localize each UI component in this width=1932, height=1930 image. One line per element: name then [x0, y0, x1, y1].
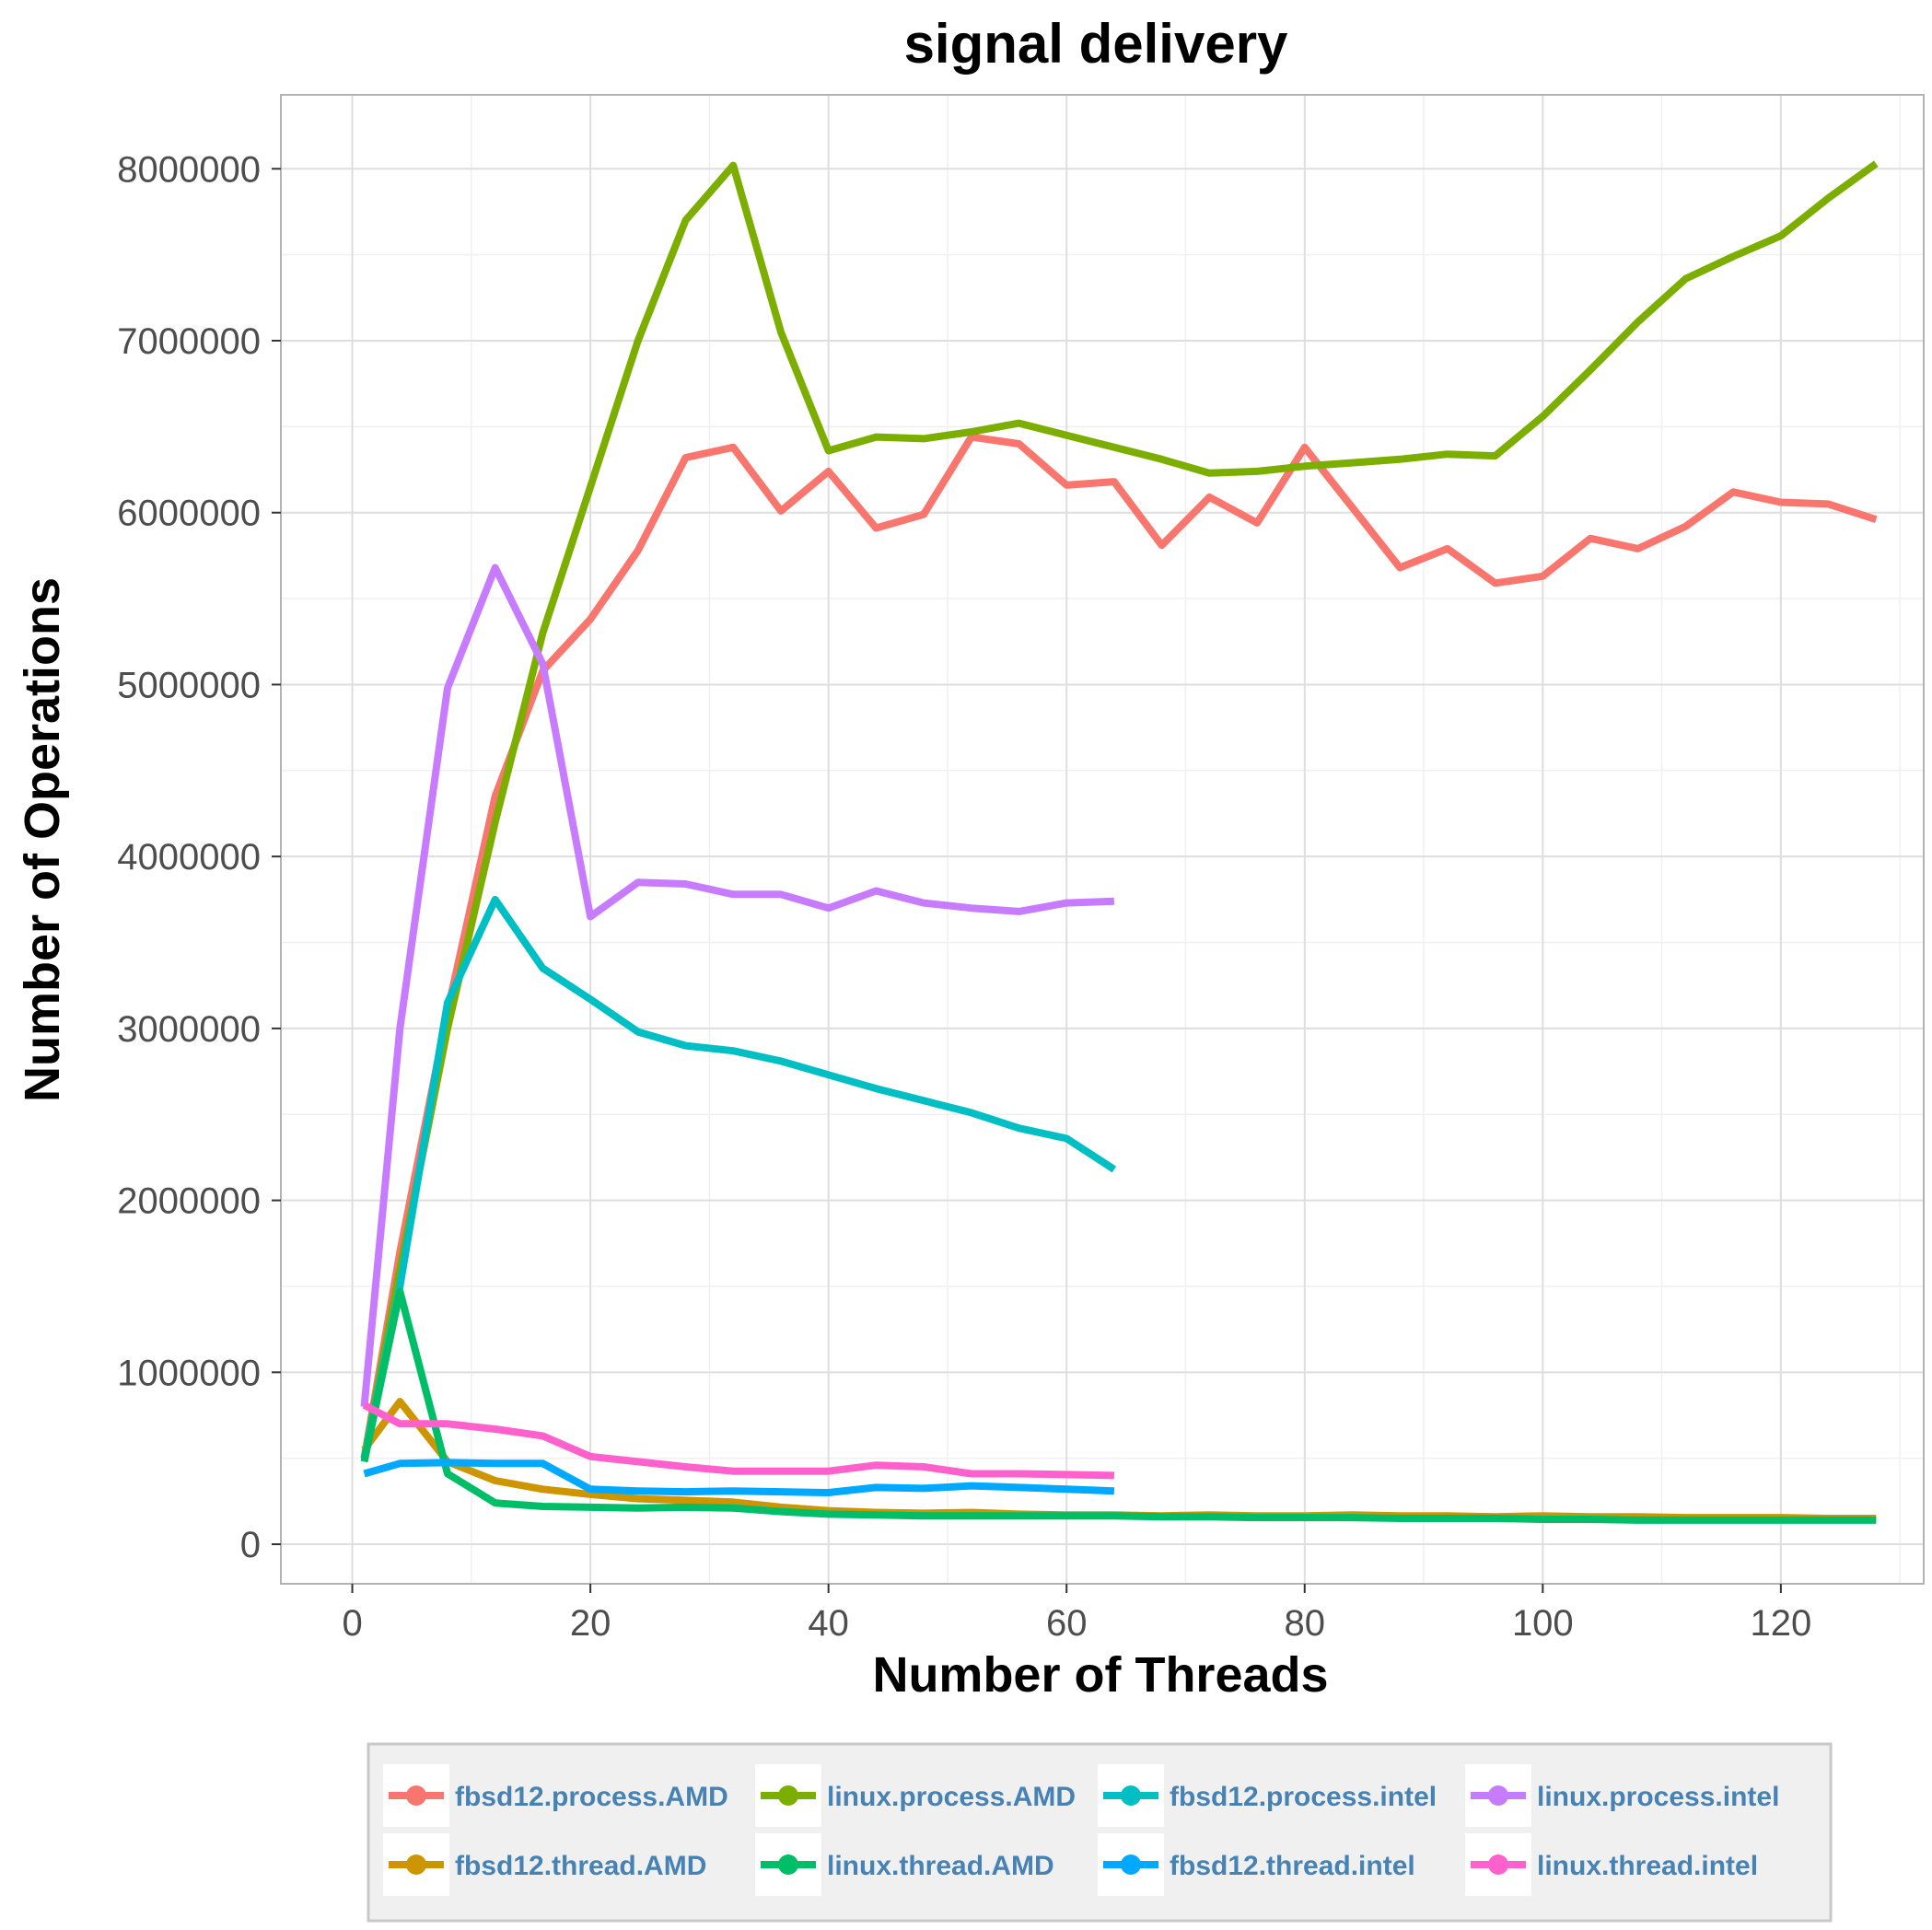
legend-key-point	[406, 1785, 426, 1806]
series-line-linux-process-intel	[360, 564, 1115, 1408]
legend-key-point	[778, 1785, 798, 1806]
x-tick-label: 0	[342, 1603, 362, 1644]
legend-item-fbsd12-thread-AMD: fbsd12.thread.AMD	[383, 1833, 706, 1896]
legend-label: linux.thread.AMD	[827, 1851, 1054, 1881]
x-tick-label: 20	[570, 1603, 611, 1644]
y-tick-label: 1000000	[117, 1353, 261, 1393]
series-line-fbsd12-process-intel	[360, 895, 1117, 1459]
y-tick-label: 2000000	[117, 1181, 261, 1222]
legend-key-point	[778, 1854, 798, 1875]
legend-items: fbsd12.process.AMD linux.process.AMD fbsd1…	[383, 1764, 1779, 1896]
x-axis-title: Number of Threads	[872, 1647, 1328, 1703]
legend-key-point	[1488, 1854, 1508, 1875]
x-axis: 0 20 40 60 80 100 120	[342, 1584, 1811, 1644]
y-tick-label: 5000000	[117, 665, 261, 705]
grid-minor	[281, 95, 1924, 1584]
y-tick-label: 4000000	[117, 837, 261, 878]
series-lines	[360, 160, 1879, 1524]
legend-key-point	[1121, 1854, 1141, 1875]
x-tick-label: 80	[1285, 1603, 1326, 1644]
x-tick-label: 40	[808, 1603, 849, 1644]
legend-item-linux-thread-intel: linux.thread.intel	[1465, 1833, 1758, 1896]
legend-label: fbsd12.thread.intel	[1170, 1851, 1415, 1881]
y-tick-label: 3000000	[117, 1009, 261, 1050]
legend-item-fbsd12-thread-intel: fbsd12.thread.intel	[1098, 1833, 1415, 1896]
y-axis: 0 1000000 2000000 3000000 4000000 5000000 6000…	[117, 149, 281, 1565]
legend-key-point	[1488, 1785, 1508, 1806]
series-line-linux-process-AMD	[360, 160, 1879, 1459]
x-tick-label: 100	[1512, 1603, 1574, 1644]
y-tick-label: 8000000	[117, 149, 261, 190]
grid-major	[281, 95, 1924, 1584]
legend-item-linux-process-AMD: linux.process.AMD	[755, 1764, 1076, 1827]
x-tick-label: 60	[1046, 1603, 1088, 1644]
x-tick-label: 120	[1750, 1603, 1811, 1644]
y-tick-label: 6000000	[117, 494, 261, 534]
y-tick-label: 0	[240, 1525, 261, 1565]
legend-label: fbsd12.process.AMD	[455, 1782, 728, 1812]
legend-label: fbsd12.thread.AMD	[455, 1851, 706, 1881]
y-axis-title: Number of Operations	[15, 577, 70, 1102]
legend-item-fbsd12-process-AMD: fbsd12.process.AMD	[383, 1764, 728, 1827]
legend-item-linux-thread-AMD: linux.thread.AMD	[755, 1833, 1054, 1896]
y-tick-label: 7000000	[117, 321, 261, 362]
legend-label: linux.process.AMD	[827, 1782, 1076, 1812]
series-line-linux-thread-AMD	[360, 1287, 1877, 1524]
plot-panel	[280, 94, 1925, 1585]
legend-key-point	[406, 1854, 426, 1875]
series-line-fbsd12-process-AMD	[360, 433, 1878, 1459]
legend-key-point	[1121, 1785, 1141, 1806]
legend-item-linux-process-intel: linux.process.intel	[1465, 1764, 1779, 1827]
series-line-fbsd12-thread-intel	[363, 1459, 1115, 1496]
legend-label: fbsd12.process.intel	[1170, 1782, 1437, 1812]
legend-item-fbsd12-process-intel: fbsd12.process.intel	[1098, 1764, 1437, 1827]
legend-label: linux.process.intel	[1537, 1782, 1779, 1812]
chart-title: signal delivery	[904, 13, 1288, 75]
series-line-linux-thread-intel	[362, 1401, 1114, 1480]
legend-label: linux.thread.intel	[1537, 1851, 1758, 1881]
